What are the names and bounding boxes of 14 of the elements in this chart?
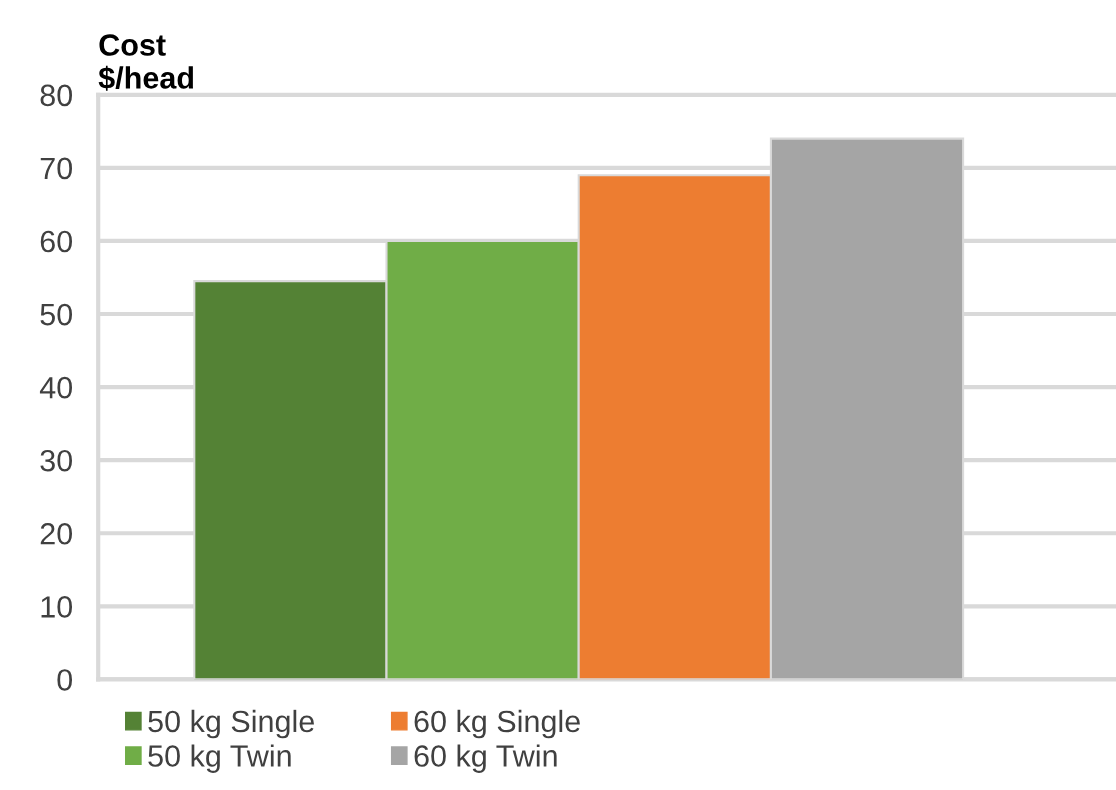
- y-tick-label: 0: [57, 669, 73, 691]
- y-tick-label: 20: [40, 522, 73, 545]
- y-tick-label: 60: [40, 230, 73, 253]
- legend-label: 50 kg Single: [148, 709, 314, 739]
- y-tick-label: 40: [39, 376, 73, 399]
- y-tick-label: 70: [40, 157, 73, 180]
- y-tick-label: 50: [40, 303, 73, 326]
- y-tick-label: 30: [40, 449, 73, 472]
- y-tick-label: 80: [40, 84, 73, 107]
- legend-label: 60 kg Single: [414, 709, 580, 739]
- y-axis-title: Cost $/head: [98, 34, 193, 91]
- legend-label: 60 kg Twin: [414, 744, 557, 773]
- y-tick-label: 10: [41, 596, 73, 618]
- legend-label: 50 kg Twin: [148, 744, 291, 773]
